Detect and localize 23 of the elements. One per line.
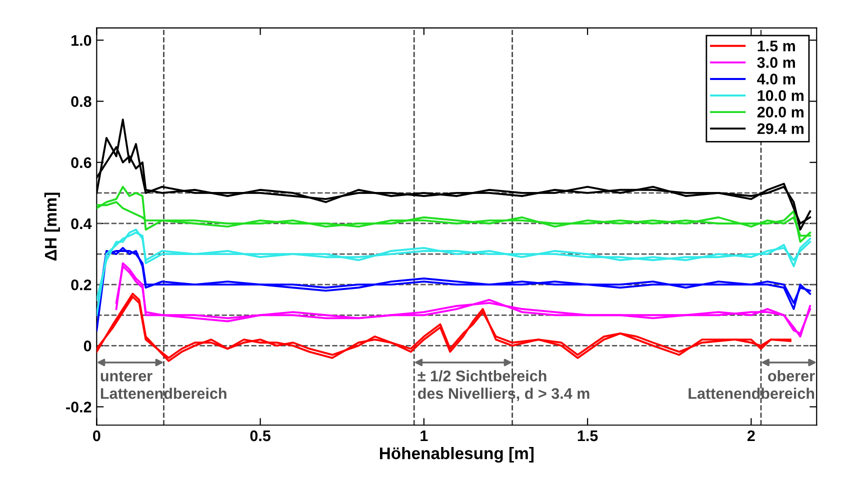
annotation: oberer Lattenendbereich [688, 370, 815, 399]
annotation: ± 1/2 Sichtbereich des Nivelliers, d > 3.4 m [418, 370, 590, 402]
x-tick-label: 1.5 [578, 430, 598, 442]
y-tick-label: 0.6 [71, 157, 92, 168]
legend-label: 3.0 m [757, 57, 795, 68]
y-tick-label: -0.2 [66, 402, 92, 412]
legend-label: 4.0 m [757, 74, 795, 84]
y-tick-label: 1.0 [72, 35, 92, 46]
legend-label: 29.4 m [757, 123, 804, 134]
x-tick-label: 0.5 [250, 430, 270, 442]
y-tick-label: 0.4 [71, 218, 92, 230]
x-tick-label: 0 [93, 430, 100, 442]
y-tick-label: 0.2 [71, 279, 92, 290]
y-tick-label: 0 [84, 340, 92, 352]
x-tick-label: 1 [420, 430, 428, 442]
legend-label: 10.0 m [758, 90, 804, 101]
legend-label: 20.0 m [757, 106, 804, 118]
x-axis-title: Höhenablesung [m] [380, 447, 534, 463]
y-axis-title: ΔH [mm] [44, 192, 60, 261]
x-tick-label: 2 [747, 430, 755, 442]
annotation: unterer Lattenendbereich [100, 371, 226, 399]
y-tick-label: 0.8 [71, 96, 92, 107]
legend-label: 1.5 m [758, 40, 795, 52]
